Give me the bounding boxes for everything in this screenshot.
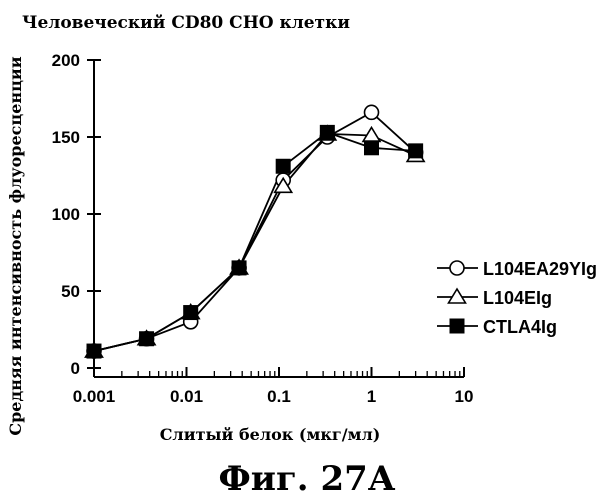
legend: L104EA29YIg L104EIg CTLA4Ig: [437, 259, 597, 337]
legend-marker: [450, 261, 464, 275]
chart-title: Человеческий CD80 CHO клетки: [22, 13, 350, 33]
y-tick-label: 200: [52, 51, 80, 70]
data-point: [365, 105, 379, 119]
x-tick-label: 0.001: [73, 387, 116, 406]
legend-label: L104EA29YIg: [483, 259, 597, 279]
data-point: [276, 159, 290, 173]
legend-item: L104EA29YIg: [437, 259, 597, 279]
series-line: [94, 134, 416, 351]
series-2: [94, 132, 416, 351]
legend-item: L104EIg: [437, 288, 552, 308]
series-layer: [86, 105, 425, 358]
y-tick-label: 0: [71, 359, 80, 378]
series-line: [94, 132, 416, 351]
data-point: [140, 332, 154, 346]
y-tick-label: 50: [61, 282, 80, 301]
legend-marker: [449, 289, 466, 303]
x-tick-label: 10: [455, 387, 474, 406]
x-axis-label: Слитый белок (мкг/мл): [160, 425, 381, 444]
data-point: [365, 141, 379, 155]
legend-label: CTLA4Ig: [483, 317, 557, 337]
data-point: [87, 344, 101, 358]
data-point: [320, 125, 334, 139]
legend-label: L104EIg: [483, 288, 552, 308]
y-axis-label: Средняя интенсивность флуоресценции: [6, 56, 25, 435]
series-markers-2: [87, 125, 423, 358]
y-tick-label: 100: [52, 205, 80, 224]
series-markers-1: [86, 126, 425, 357]
series-1: [94, 134, 416, 351]
data-point: [184, 306, 198, 320]
data-point: [409, 144, 423, 158]
legend-marker: [450, 319, 464, 333]
y-tick-label: 150: [52, 128, 80, 147]
x-tick-label: 0.1: [267, 387, 291, 406]
data-point: [232, 261, 246, 275]
figure-label: Фиг. 27А: [219, 459, 396, 499]
x-tick-label: 1: [367, 387, 376, 406]
axes: 0 50 100 150 200 0.001 0.01 0.1 1 10: [52, 51, 474, 406]
x-tick-label: 0.01: [170, 387, 203, 406]
legend-item: CTLA4Ig: [437, 317, 557, 337]
